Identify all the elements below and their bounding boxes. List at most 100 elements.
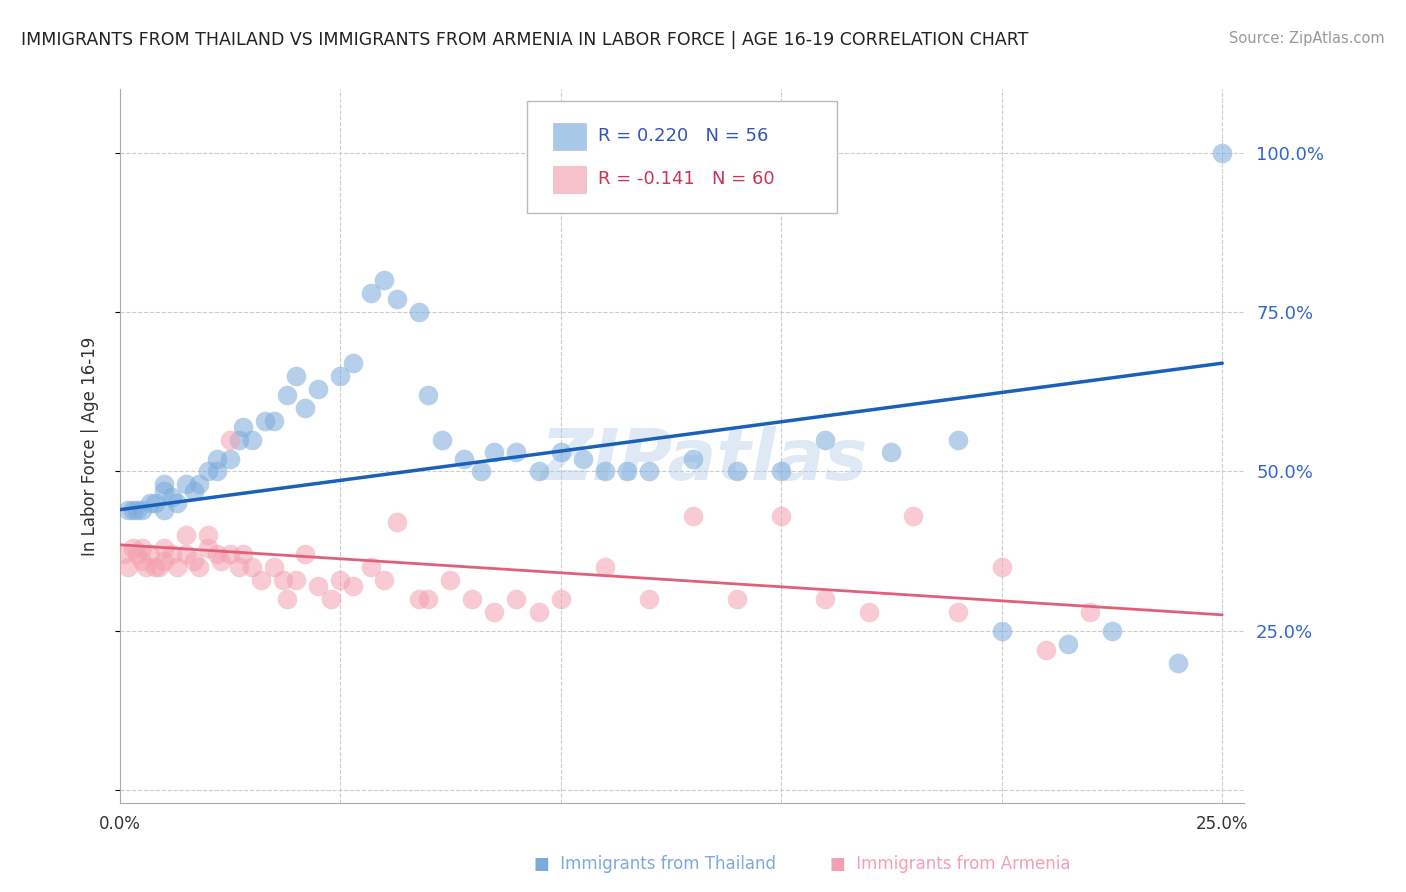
FancyBboxPatch shape	[527, 102, 837, 212]
Point	[616, 465, 638, 479]
Point	[218, 547, 240, 561]
Point	[321, 591, 343, 606]
Point	[183, 483, 205, 498]
Point	[593, 465, 616, 479]
Point	[263, 413, 285, 427]
Point	[439, 573, 461, 587]
Point	[453, 451, 475, 466]
Point	[162, 490, 184, 504]
Point	[814, 591, 837, 606]
Point	[205, 451, 228, 466]
Point	[858, 605, 880, 619]
Point	[946, 605, 969, 619]
Point	[131, 502, 153, 516]
Bar	[553, 123, 586, 150]
Point	[127, 547, 149, 561]
Point	[263, 560, 285, 574]
Point	[183, 554, 205, 568]
Point	[342, 579, 364, 593]
Text: ■  Immigrants from Thailand: ■ Immigrants from Thailand	[534, 855, 776, 872]
Point	[593, 560, 616, 574]
Point	[152, 483, 174, 498]
Point	[418, 388, 440, 402]
Point	[249, 573, 271, 587]
Point	[408, 305, 430, 319]
Point	[484, 605, 506, 619]
Bar	[553, 166, 586, 193]
Point	[360, 560, 382, 574]
Point	[1035, 643, 1057, 657]
Point	[294, 401, 316, 415]
Point	[187, 560, 209, 574]
Point	[218, 451, 240, 466]
Point	[240, 560, 263, 574]
Point	[218, 433, 240, 447]
Point	[197, 528, 219, 542]
Point	[725, 591, 748, 606]
Point	[131, 554, 153, 568]
Point	[470, 465, 492, 479]
Point	[1078, 605, 1101, 619]
Point	[143, 560, 166, 574]
Point	[527, 605, 550, 619]
Point	[112, 547, 135, 561]
Point	[205, 547, 228, 561]
Point	[284, 368, 307, 383]
Point	[505, 445, 527, 459]
Point	[174, 528, 197, 542]
Point	[329, 368, 352, 383]
Y-axis label: In Labor Force | Age 16-19: In Labor Force | Age 16-19	[80, 336, 98, 556]
Point	[1057, 636, 1080, 650]
Point	[152, 502, 174, 516]
Point	[360, 286, 382, 301]
Point	[946, 433, 969, 447]
Point	[139, 496, 162, 510]
Point	[209, 554, 232, 568]
Point	[505, 591, 527, 606]
Point	[117, 502, 139, 516]
Point	[127, 502, 149, 516]
Point	[430, 433, 453, 447]
Point	[166, 496, 188, 510]
Point	[550, 445, 572, 459]
Point	[682, 509, 704, 524]
Point	[571, 451, 593, 466]
Text: Source: ZipAtlas.com: Source: ZipAtlas.com	[1229, 31, 1385, 46]
Point	[276, 591, 298, 606]
Point	[373, 273, 395, 287]
Point	[637, 465, 659, 479]
Point	[387, 516, 409, 530]
Point	[408, 591, 430, 606]
Text: R = -0.141   N = 60: R = -0.141 N = 60	[598, 170, 775, 188]
Point	[254, 413, 277, 427]
Point	[232, 420, 254, 434]
Point	[152, 477, 174, 491]
Point	[770, 465, 793, 479]
Point	[770, 509, 793, 524]
Point	[228, 560, 250, 574]
Point	[117, 560, 139, 574]
Point	[121, 502, 143, 516]
Point	[162, 547, 184, 561]
Point	[143, 496, 166, 510]
Point	[307, 579, 329, 593]
Point	[284, 573, 307, 587]
Point	[550, 591, 572, 606]
Point	[418, 591, 440, 606]
Point	[148, 560, 170, 574]
Point	[637, 591, 659, 606]
Point	[725, 465, 748, 479]
Point	[232, 547, 254, 561]
Point	[121, 541, 143, 555]
Point	[174, 547, 197, 561]
Point	[197, 465, 219, 479]
Point	[1167, 656, 1189, 670]
Point	[329, 573, 352, 587]
Point	[342, 356, 364, 370]
Point	[484, 445, 506, 459]
Point	[187, 477, 209, 491]
Point	[240, 433, 263, 447]
Text: IMMIGRANTS FROM THAILAND VS IMMIGRANTS FROM ARMENIA IN LABOR FORCE | AGE 16-19 C: IMMIGRANTS FROM THAILAND VS IMMIGRANTS F…	[21, 31, 1028, 49]
Point	[166, 560, 188, 574]
Point	[373, 573, 395, 587]
